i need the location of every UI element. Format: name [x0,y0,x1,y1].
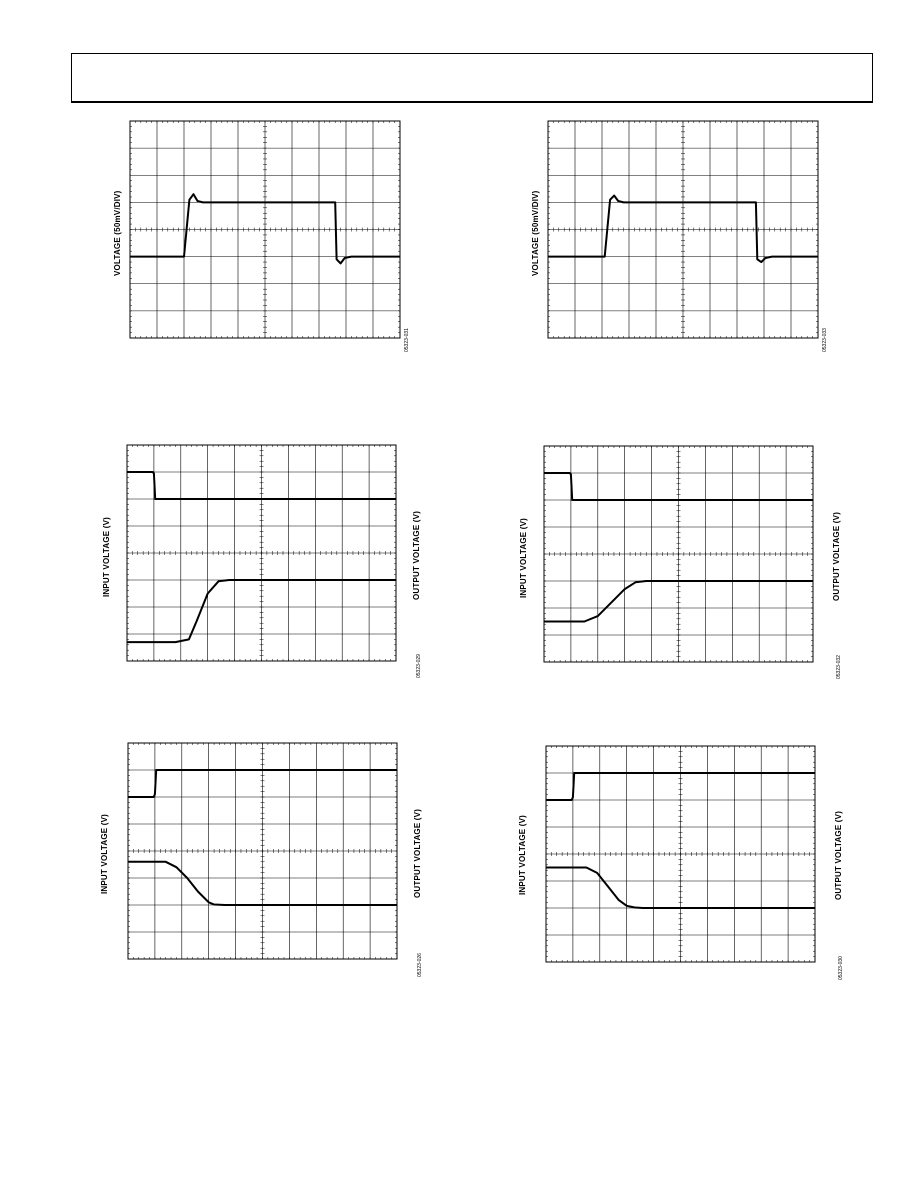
figure-code: 05323-029 [416,654,422,678]
trace-2 [544,580,813,623]
trace-2 [128,860,397,906]
y-axis-label: VOLTAGE (50mV/DIV) [113,190,122,276]
plot-frame [547,120,819,339]
figure-code: 05323-030 [838,956,844,980]
scope-plot-5 [127,742,398,960]
trace-1 [546,772,815,801]
figure-code: 05323-026 [417,953,423,977]
plot-frame [545,745,816,963]
scope-plot-2 [547,120,819,339]
trace-1 [128,769,397,798]
trace-1 [544,472,813,501]
page-header-box [71,53,873,103]
output-voltage-label: OUTPUT VOLTAGE (V) [413,808,422,898]
figure-code: 05323-032 [836,655,842,679]
input-voltage-label: INPUT VOLTAGE (V) [100,814,109,894]
scope-plot-6 [545,745,816,963]
trace-2 [546,866,815,909]
input-voltage-label: INPUT VOLTAGE (V) [519,518,528,598]
scope-plot-4 [543,445,814,663]
scope-plot-3 [126,444,397,662]
plot-frame [543,445,814,663]
figure-code: 05323-031 [404,328,410,352]
input-voltage-label: INPUT VOLTAGE (V) [102,517,111,597]
output-voltage-label: OUTPUT VOLTAGE (V) [412,510,421,600]
output-voltage-label: OUTPUT VOLTAGE (V) [834,810,843,900]
trace-1 [548,194,818,264]
trace-1 [127,471,396,500]
trace-2 [127,579,396,644]
trace-1 [130,193,400,265]
figure-code: 05323-033 [822,328,828,352]
y-axis-label: VOLTAGE (50mV/DIV) [531,190,540,276]
input-voltage-label: INPUT VOLTAGE (V) [518,815,527,895]
plot-frame [129,120,401,339]
output-voltage-label: OUTPUT VOLTAGE (V) [832,511,841,601]
plot-frame [127,742,398,960]
scope-plot-1 [129,120,401,339]
plot-frame [126,444,397,662]
